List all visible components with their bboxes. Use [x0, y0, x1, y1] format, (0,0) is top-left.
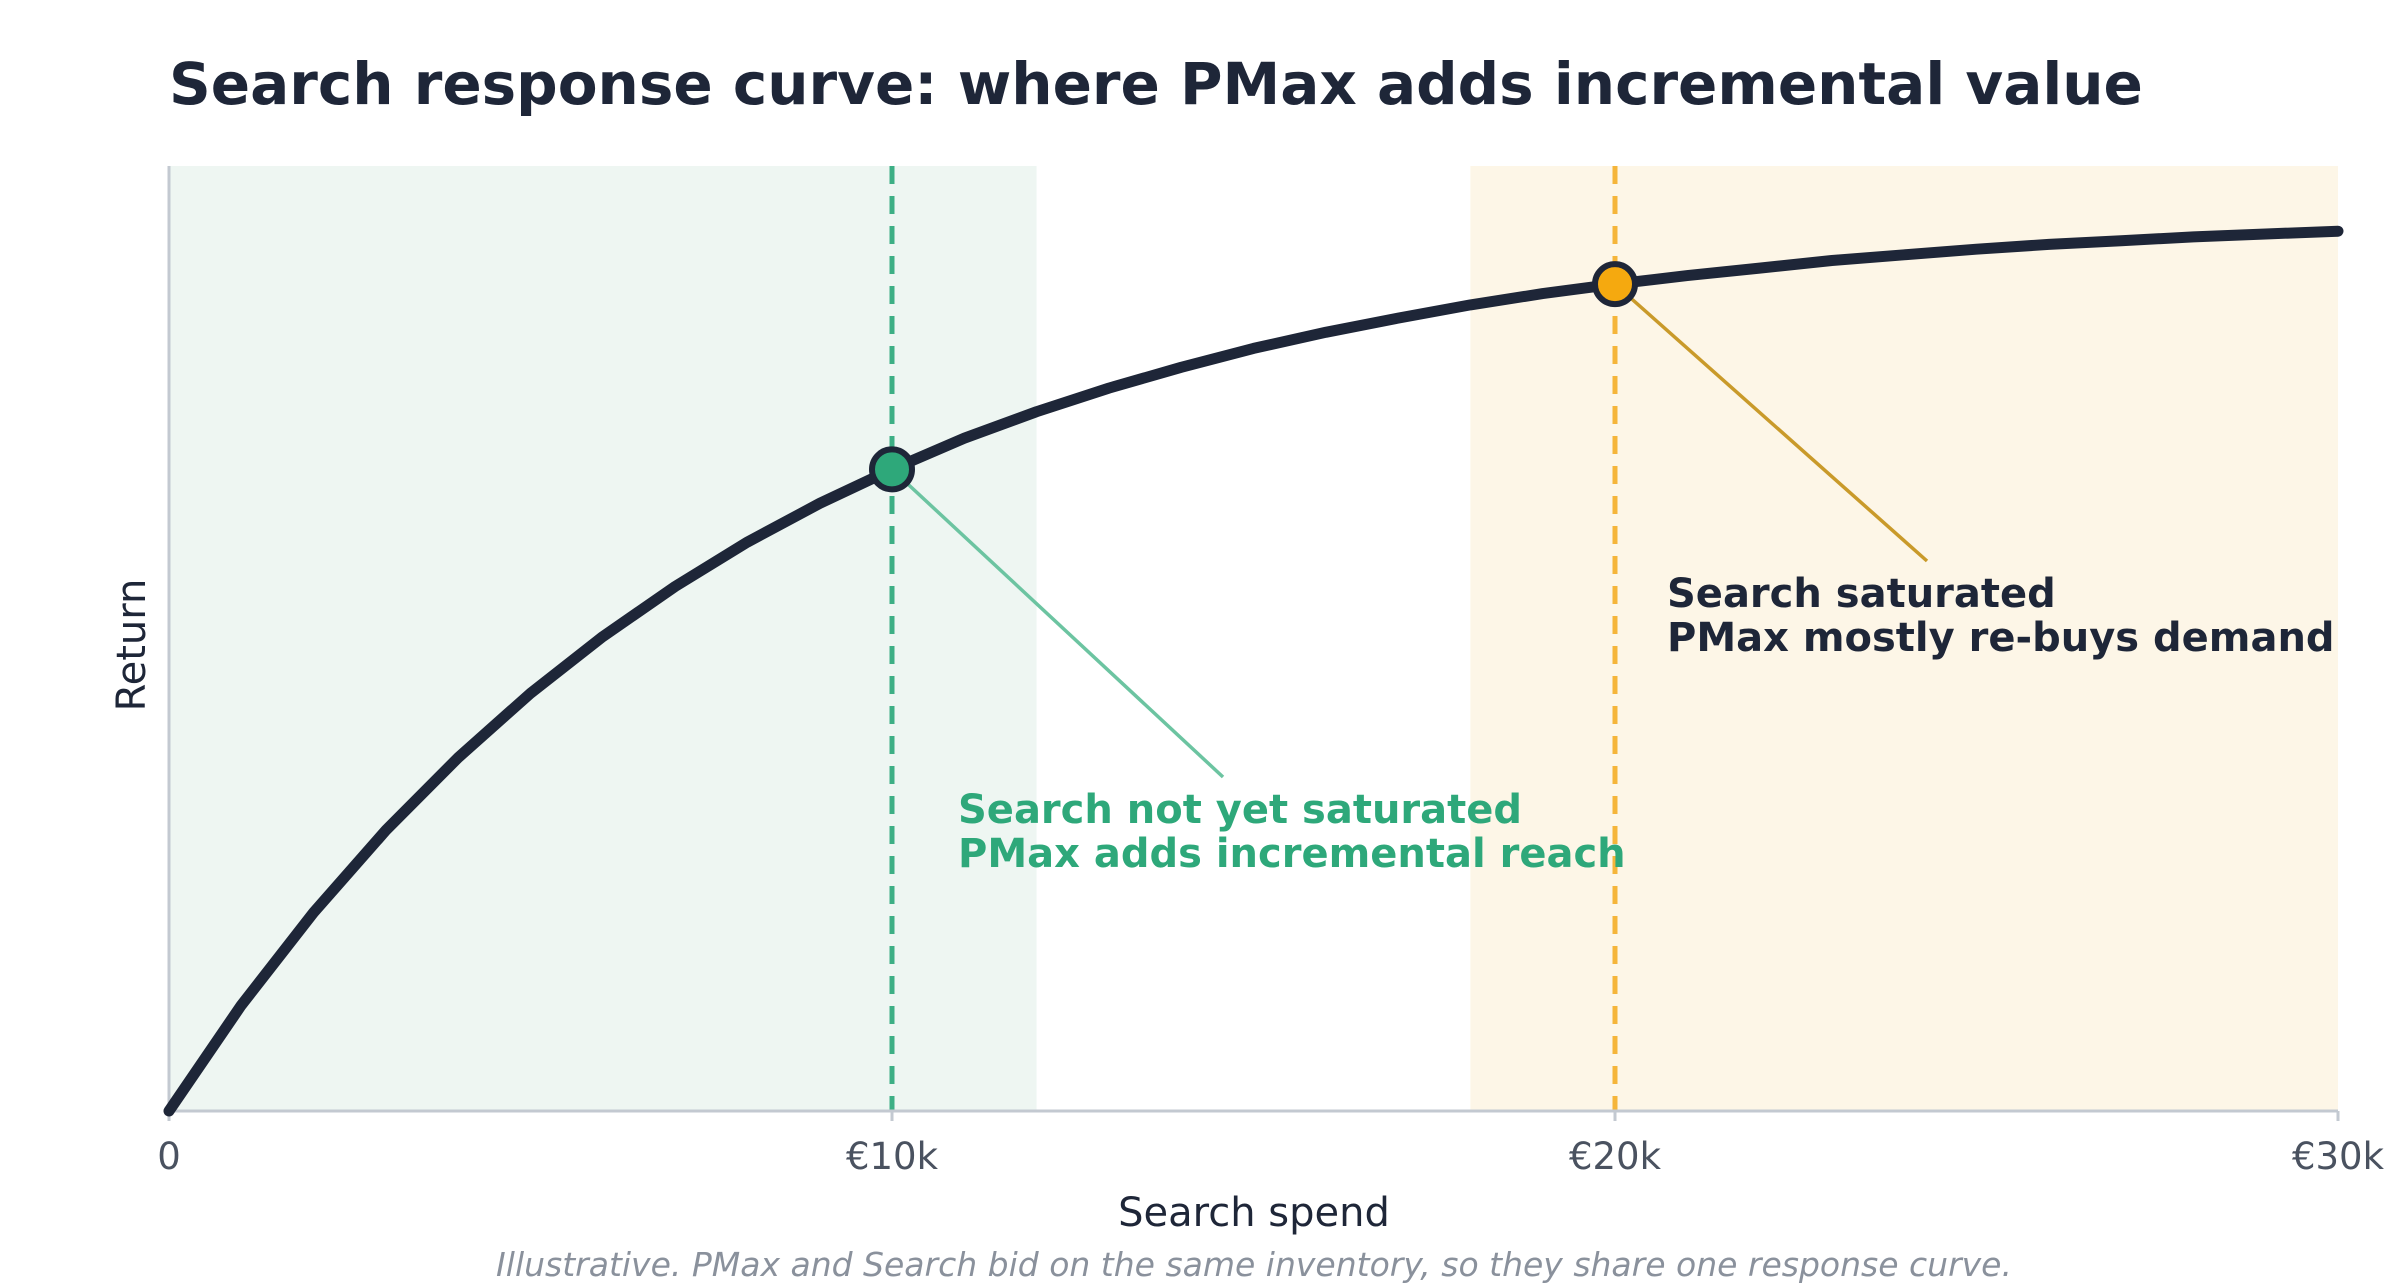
x-tick-label: €10k [846, 1135, 939, 1178]
x-tick-label: 0 [157, 1135, 181, 1178]
highlight-point [869, 446, 915, 493]
response-curve [163, 225, 2344, 1117]
annotation: PMax adds incremental reach [958, 831, 1626, 877]
highlight-point [1592, 261, 1638, 308]
annotation: PMax mostly re-buys demand [1667, 615, 2335, 661]
x-axis-label: Search spend [1118, 1190, 1390, 1236]
x-tick-label: €20k [1569, 1135, 1662, 1178]
leader-line [890, 468, 1225, 779]
chart-title: Search response curve: where PMax adds i… [169, 50, 2143, 118]
y-axis-label: Return [109, 579, 155, 712]
footnote: Illustrative. PMax and Search bid on the… [496, 1245, 2012, 1284]
leader-line [1613, 282, 1929, 563]
annotation: Search saturated [1667, 571, 2056, 617]
x-tick-label: €30k [2292, 1135, 2385, 1178]
annotation: Search not yet saturated [958, 787, 1522, 833]
